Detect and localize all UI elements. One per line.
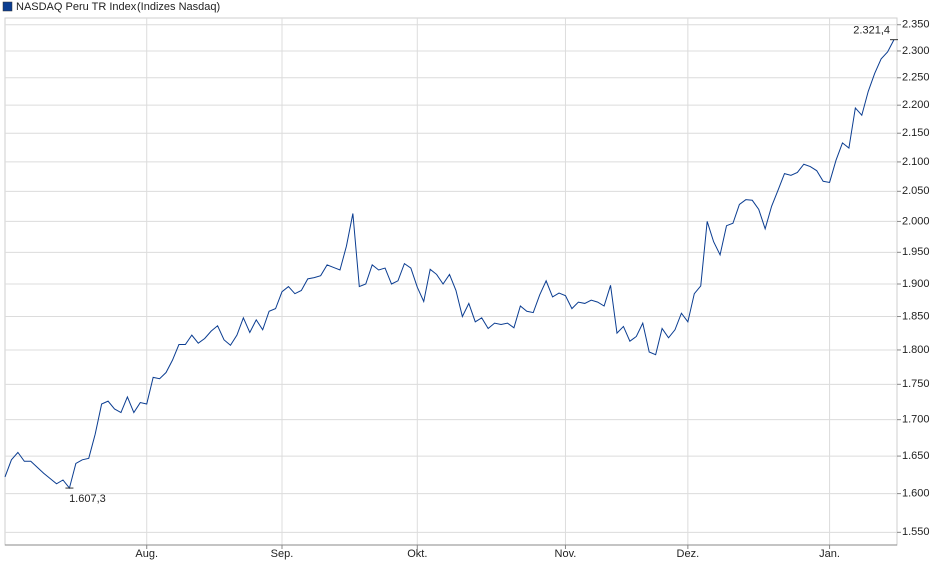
y-tick-label: 2.050 <box>902 185 930 197</box>
y-tick-label: 1.950 <box>902 246 930 258</box>
value-label: 1.607,3 <box>69 493 106 505</box>
x-tick-label: Sep. <box>271 548 294 560</box>
x-tick-label: Jan. <box>819 548 840 560</box>
y-tick-label: 2.100 <box>902 156 930 168</box>
y-tick-label: 1.900 <box>902 278 930 290</box>
y-tick-label: 1.700 <box>902 414 930 426</box>
x-tick-label: Aug. <box>135 548 158 560</box>
legend-swatch <box>2 1 13 12</box>
y-tick-label: 2.350 <box>902 19 930 31</box>
y-tick-label: 2.300 <box>902 45 930 57</box>
y-tick-label: 1.850 <box>902 310 930 322</box>
y-tick-label: 2.250 <box>902 72 930 84</box>
plot-area <box>4 17 898 546</box>
y-tick-label: 1.600 <box>902 488 930 500</box>
value-label: 2.321,4 <box>853 25 890 37</box>
y-tick-label: 1.800 <box>902 344 930 356</box>
x-tick-label: Dez. <box>677 548 700 560</box>
subtitle: (Indizes Nasdaq) <box>137 1 220 13</box>
y-tick-label: 2.200 <box>902 99 930 111</box>
y-tick-label: 1.550 <box>902 526 930 538</box>
x-tick-label: Nov. <box>555 548 577 560</box>
y-tick-label: 2.150 <box>902 127 930 139</box>
x-tick-label: Okt. <box>407 548 427 560</box>
y-tick-label: 2.000 <box>902 215 930 227</box>
y-tick-label: 1.650 <box>902 450 930 462</box>
legend-label: NASDAQ Peru TR Index <box>16 1 137 13</box>
y-tick-label: 1.750 <box>902 378 930 390</box>
line <box>4 39 895 490</box>
